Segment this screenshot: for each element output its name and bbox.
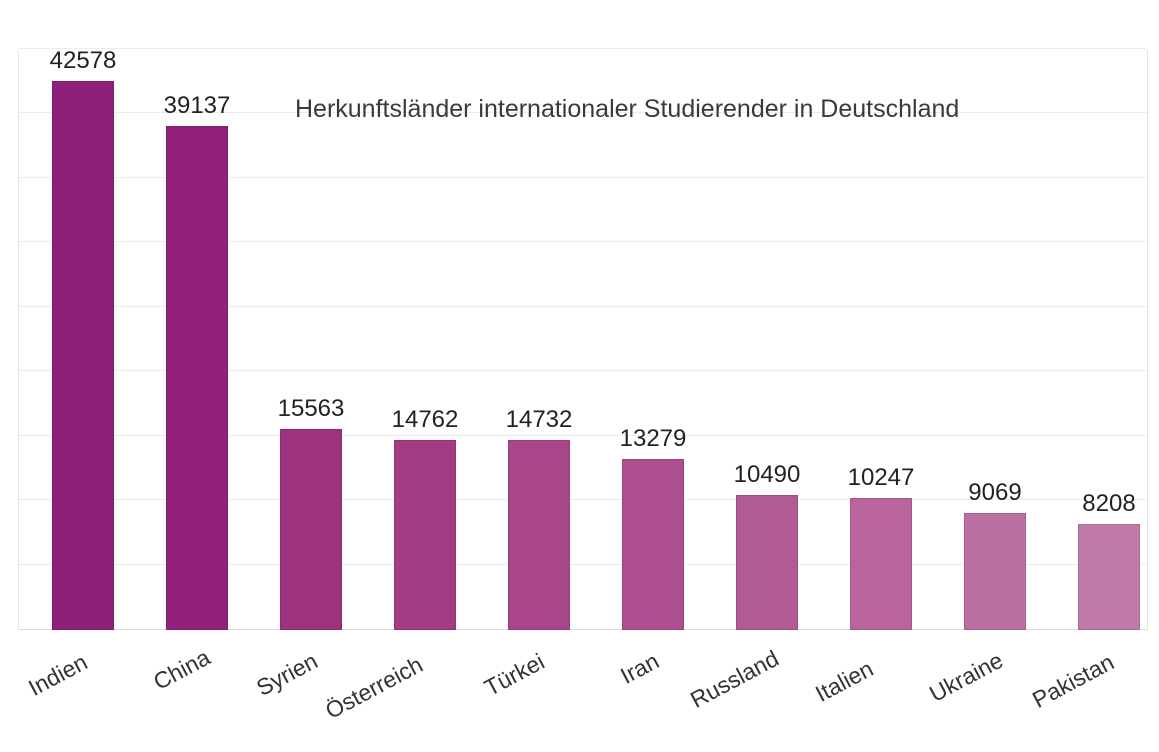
bar-value-label: 9069 xyxy=(935,479,1055,507)
bar xyxy=(850,498,912,630)
bars-layer xyxy=(18,50,1148,630)
bar-value-label: 13279 xyxy=(593,425,713,453)
bar xyxy=(394,440,456,630)
bar xyxy=(52,81,114,630)
bar xyxy=(166,126,228,630)
x-axis-label: Pakistan xyxy=(1028,648,1119,713)
x-axis-label: Ukraine xyxy=(925,646,1008,707)
bar xyxy=(964,513,1026,630)
bar xyxy=(1078,524,1140,630)
bar-value-label: 14762 xyxy=(365,406,485,434)
x-axis-label: China xyxy=(149,643,215,695)
x-axis-label: Italien xyxy=(811,655,878,708)
bar-value-label: 10490 xyxy=(707,461,827,489)
bar xyxy=(736,495,798,630)
chart-container: Herkunftsländer internationaler Studiere… xyxy=(0,0,1159,752)
bar xyxy=(622,459,684,630)
gridline xyxy=(19,48,1147,49)
x-axis-label: Iran xyxy=(616,647,664,689)
x-axis-label: Türkei xyxy=(480,648,549,702)
bar-value-label: 15563 xyxy=(251,395,371,423)
x-axis-label: Indien xyxy=(24,648,92,701)
x-axis-label: Russland xyxy=(686,644,783,713)
bar-value-label: 10247 xyxy=(821,464,941,492)
chart-title: Herkunftsländer internationaler Studiere… xyxy=(295,95,959,124)
x-axis-label: Syrien xyxy=(252,647,322,701)
bar-value-label: 39137 xyxy=(137,92,257,120)
bar-value-label: 14732 xyxy=(479,406,599,434)
bar xyxy=(508,440,570,630)
bar-value-label: 42578 xyxy=(23,47,143,75)
bar-value-label: 8208 xyxy=(1049,490,1159,518)
bar xyxy=(280,429,342,630)
x-axis-label: Österreich xyxy=(321,652,427,726)
